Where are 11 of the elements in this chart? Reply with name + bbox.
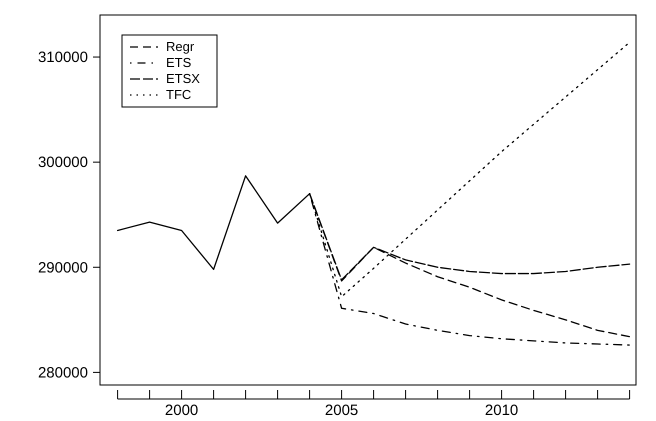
legend-label: Regr (166, 39, 195, 54)
legend-label: TFC (166, 87, 192, 102)
legend-label: ETSX (166, 71, 200, 86)
y-tick-label: 300000 (38, 154, 88, 172)
legend-label: ETS (166, 55, 192, 70)
y-tick-label: 290000 (38, 259, 88, 276)
x-tick-label: 2005 (324, 402, 358, 419)
x-tick-label: 2010 (484, 402, 518, 419)
y-tick-label: 310000 (38, 49, 88, 66)
x-tick-label: 2000 (164, 402, 198, 419)
y-tick-label: 280000 (38, 364, 88, 382)
